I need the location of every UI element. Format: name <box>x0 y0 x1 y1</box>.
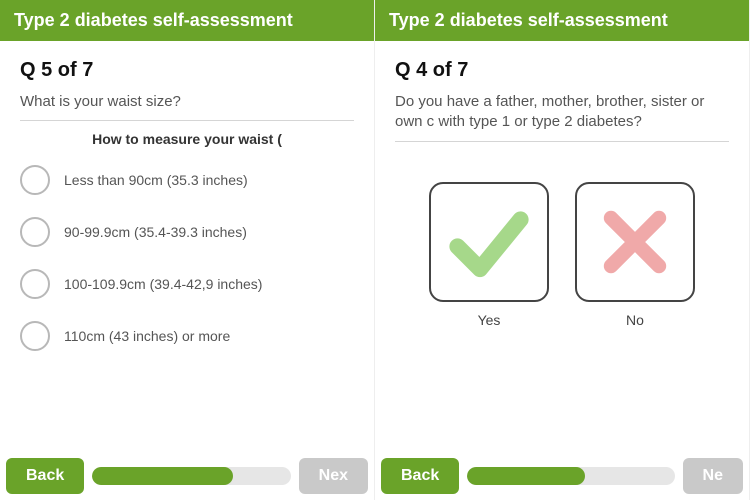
radio-option[interactable]: 110cm (43 inches) or more <box>20 321 354 351</box>
header-title: Type 2 diabetes self-assessment <box>389 10 668 30</box>
header-title: Type 2 diabetes self-assessment <box>14 10 293 30</box>
panel-q5: Type 2 diabetes self-assessment Q 5 of 7… <box>0 0 375 500</box>
radio-option[interactable]: Less than 90cm (35.3 inches) <box>20 165 354 195</box>
divider <box>395 141 729 142</box>
no-label: No <box>575 312 695 328</box>
content-area: Q 5 of 7 What is your waist size? How to… <box>0 41 374 452</box>
radio-icon <box>20 217 50 247</box>
radio-option[interactable]: 90-99.9cm (35.4-39.3 inches) <box>20 217 354 247</box>
yes-item: Yes <box>429 182 549 328</box>
radio-label: 110cm (43 inches) or more <box>64 328 230 344</box>
yes-button[interactable] <box>429 182 549 302</box>
radio-label: Less than 90cm (35.3 inches) <box>64 172 248 188</box>
no-item: No <box>575 182 695 328</box>
header-bar: Type 2 diabetes self-assessment <box>375 0 749 41</box>
progress-fill <box>92 467 233 485</box>
back-button[interactable]: Back <box>6 458 84 494</box>
no-button[interactable] <box>575 182 695 302</box>
radio-icon <box>20 269 50 299</box>
helper-link[interactable]: How to measure your waist ( <box>20 131 354 147</box>
next-button[interactable]: Ne <box>683 458 743 494</box>
check-icon <box>444 197 534 287</box>
cross-icon <box>595 202 675 282</box>
question-number: Q 5 of 7 <box>20 59 354 82</box>
header-bar: Type 2 diabetes self-assessment <box>0 0 374 41</box>
progress-bar <box>92 467 290 485</box>
footer-bar: Back Ne <box>375 452 749 500</box>
radio-icon <box>20 321 50 351</box>
yes-no-row: Yes No <box>395 182 729 328</box>
back-button[interactable]: Back <box>381 458 459 494</box>
radio-label: 90-99.9cm (35.4-39.3 inches) <box>64 224 247 240</box>
radio-icon <box>20 165 50 195</box>
question-number: Q 4 of 7 <box>395 59 729 82</box>
progress-bar <box>467 467 674 485</box>
panel-q4: Type 2 diabetes self-assessment Q 4 of 7… <box>375 0 750 500</box>
divider <box>20 120 354 121</box>
yes-label: Yes <box>429 312 549 328</box>
content-area: Q 4 of 7 Do you have a father, mother, b… <box>375 41 749 452</box>
question-text: Do you have a father, mother, brother, s… <box>395 92 729 133</box>
progress-fill <box>467 467 585 485</box>
radio-label: 100-109.9cm (39.4-42,9 inches) <box>64 276 262 292</box>
question-text: What is your waist size? <box>20 92 354 112</box>
next-button[interactable]: Nex <box>299 458 368 494</box>
radio-group: Less than 90cm (35.3 inches) 90-99.9cm (… <box>20 165 354 351</box>
radio-option[interactable]: 100-109.9cm (39.4-42,9 inches) <box>20 269 354 299</box>
footer-bar: Back Nex <box>0 452 374 500</box>
